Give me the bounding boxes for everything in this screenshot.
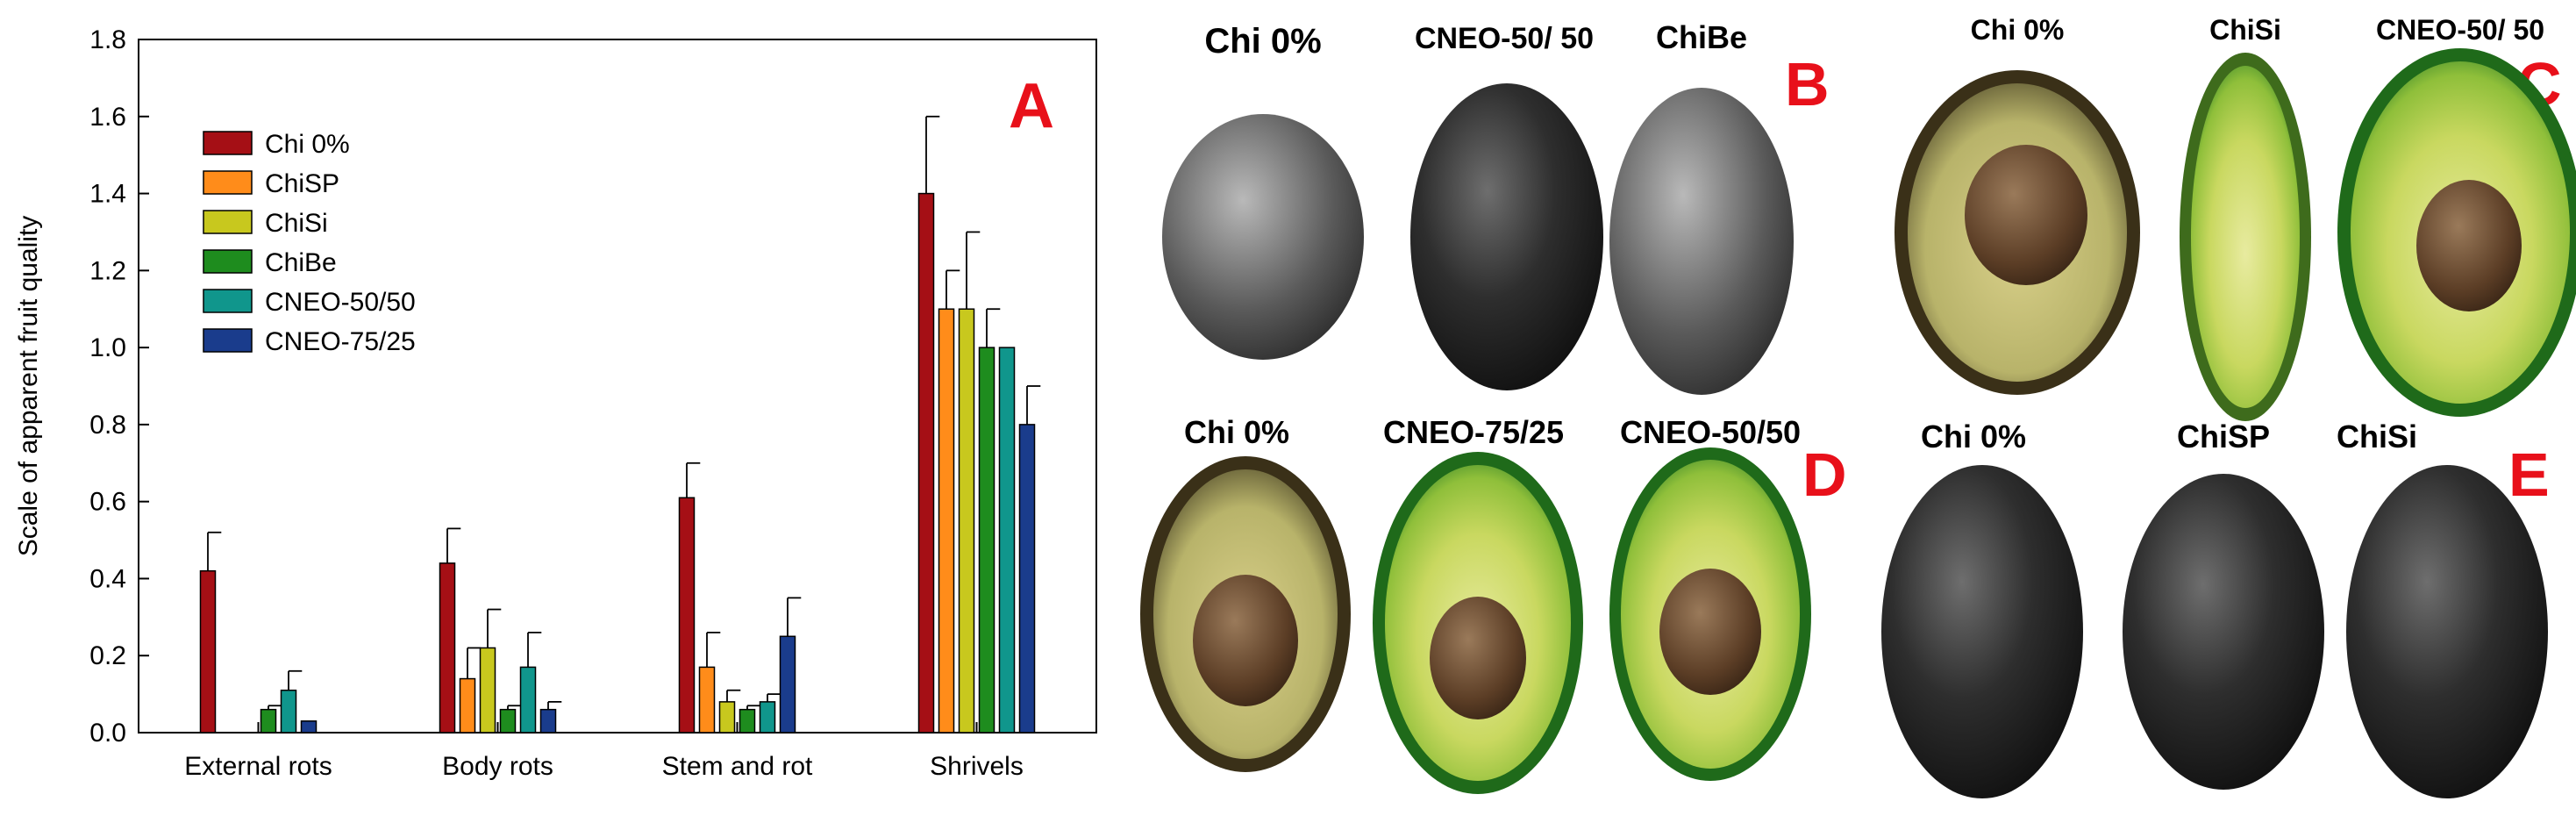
bar [439,562,456,734]
y-tick-label: 1.4 [89,180,126,209]
legend-label: CNEO-75/25 [265,327,416,356]
bar [759,701,776,734]
photo-label-c-2: ChiSi [2209,14,2281,46]
y-axis-label: Scale of apparent fruit quality [14,216,43,557]
avocado-whole-dark [1881,465,2083,798]
photo-label-b-1: Chi 0% [1204,22,1321,61]
bar [678,497,696,734]
bar [199,569,217,734]
legend-label: ChiSi [265,209,328,238]
photo-label-d-2: CNEO-75/25 [1383,414,1564,450]
legend-swatch [203,249,253,274]
y-tick-label: 1.6 [89,103,126,132]
panel-letter-e: E [2508,440,2550,509]
photo-label-b-3: ChiBe [1656,19,1747,55]
bar [459,677,476,734]
legend-swatch [203,289,253,313]
legend-label: CNEO-50/50 [265,288,416,317]
bar [1018,424,1036,734]
photo-label-e-2: ChiSP [2177,419,2270,454]
x-axis: External rots Body rots Stem and rot Shrive… [184,722,1024,781]
bar-chart: 0.0 0.2 0.4 0.6 0.8 1.0 1.2 1.4 1.6 1.8 External … [14,25,1097,781]
y-tick-label: 0.8 [89,411,126,440]
bar [998,347,1016,734]
avocado-seed [1965,145,2087,285]
y-tick-label: 1.8 [89,25,126,54]
avocado-whole-grey [1609,88,1794,395]
bar [739,708,756,734]
photo-label-c-3: CNEO-50/ 50 [2376,14,2544,46]
legend-swatch [203,328,253,353]
legend: Chi 0% ChiSP ChiSi ChiBe CNEO-50/50 CNEO-75/2… [203,130,416,356]
avocado-whole-dark [2123,474,2324,790]
photo-label-d-1: Chi 0% [1184,414,1289,450]
photo-panel-b: Chi 0% CNEO-50/ 50 ChiBe B [1162,19,1830,395]
legend-label: Chi 0% [265,130,350,159]
avocado-half-slice-flesh [2191,66,2300,408]
avocado-whole-silver [1162,114,1364,360]
x-tick-label: Stem and rot [662,752,813,781]
bar [958,308,975,734]
photo-label-e-3: ChiSi [2337,419,2417,454]
legend-label: ChiBe [265,248,337,277]
plot-frame [138,39,1097,734]
bar [260,708,277,734]
bar [698,666,716,734]
y-tick-label: 0.6 [89,488,126,517]
y-tick-label: 0.0 [89,719,126,748]
plot-area [138,39,1097,734]
bar [519,666,537,734]
avocado-seed [1659,569,1761,695]
bar-series-group [199,115,1041,734]
y-tick-label: 1.2 [89,256,126,285]
bar [779,635,796,734]
bar [499,708,517,734]
avocado-seed [1430,597,1526,719]
x-tick-label: Body rots [442,752,553,781]
bar [539,708,557,734]
panel-letter-a: A [1009,71,1054,141]
legend-label: ChiSP [265,169,339,198]
avocado-seed [2416,180,2522,311]
legend-swatch [203,210,253,234]
photo-panel-e: Chi 0% ChiSP ChiSi E [1881,419,2550,798]
avocado-seed [1193,575,1298,706]
y-tick-label: 0.4 [89,564,126,593]
photo-panel-d: Chi 0% CNEO-75/25 CNEO-50/50 D [1140,414,1847,794]
avocado-whole-dark [1410,83,1603,390]
photo-label-b-2: CNEO-50/ 50 [1415,22,1594,55]
photo-label-e-1: Chi 0% [1921,419,2026,454]
x-tick-label: Shrivels [930,752,1024,781]
bar [718,701,736,734]
legend-swatch [203,131,253,155]
y-tick-label: 1.0 [89,333,126,362]
photo-label-c-1: Chi 0% [1971,14,2065,46]
bar [917,192,935,734]
bar [938,308,955,734]
avocado-whole-dark [2346,465,2548,798]
panel-letter-d: D [1802,440,1847,509]
x-tick-label: External rots [184,752,332,781]
bar [479,647,496,734]
photo-panel-c: Chi 0% ChiSi CNEO-50/ 50 C [1895,14,2576,421]
photo-label-d-3: CNEO-50/50 [1620,414,1801,450]
bar [978,347,995,734]
y-axis: 0.0 0.2 0.4 0.6 0.8 1.0 1.2 1.4 1.6 1.8 [89,25,149,748]
panel-letter-b: B [1785,50,1830,118]
bar [300,720,318,734]
legend-swatch [203,170,253,195]
bar [280,689,297,734]
y-tick-label: 0.2 [89,641,126,670]
avocado-photo-panels: Chi 0% CNEO-50/ 50 ChiBe B Chi 0% ChiSi … [1140,14,2576,798]
